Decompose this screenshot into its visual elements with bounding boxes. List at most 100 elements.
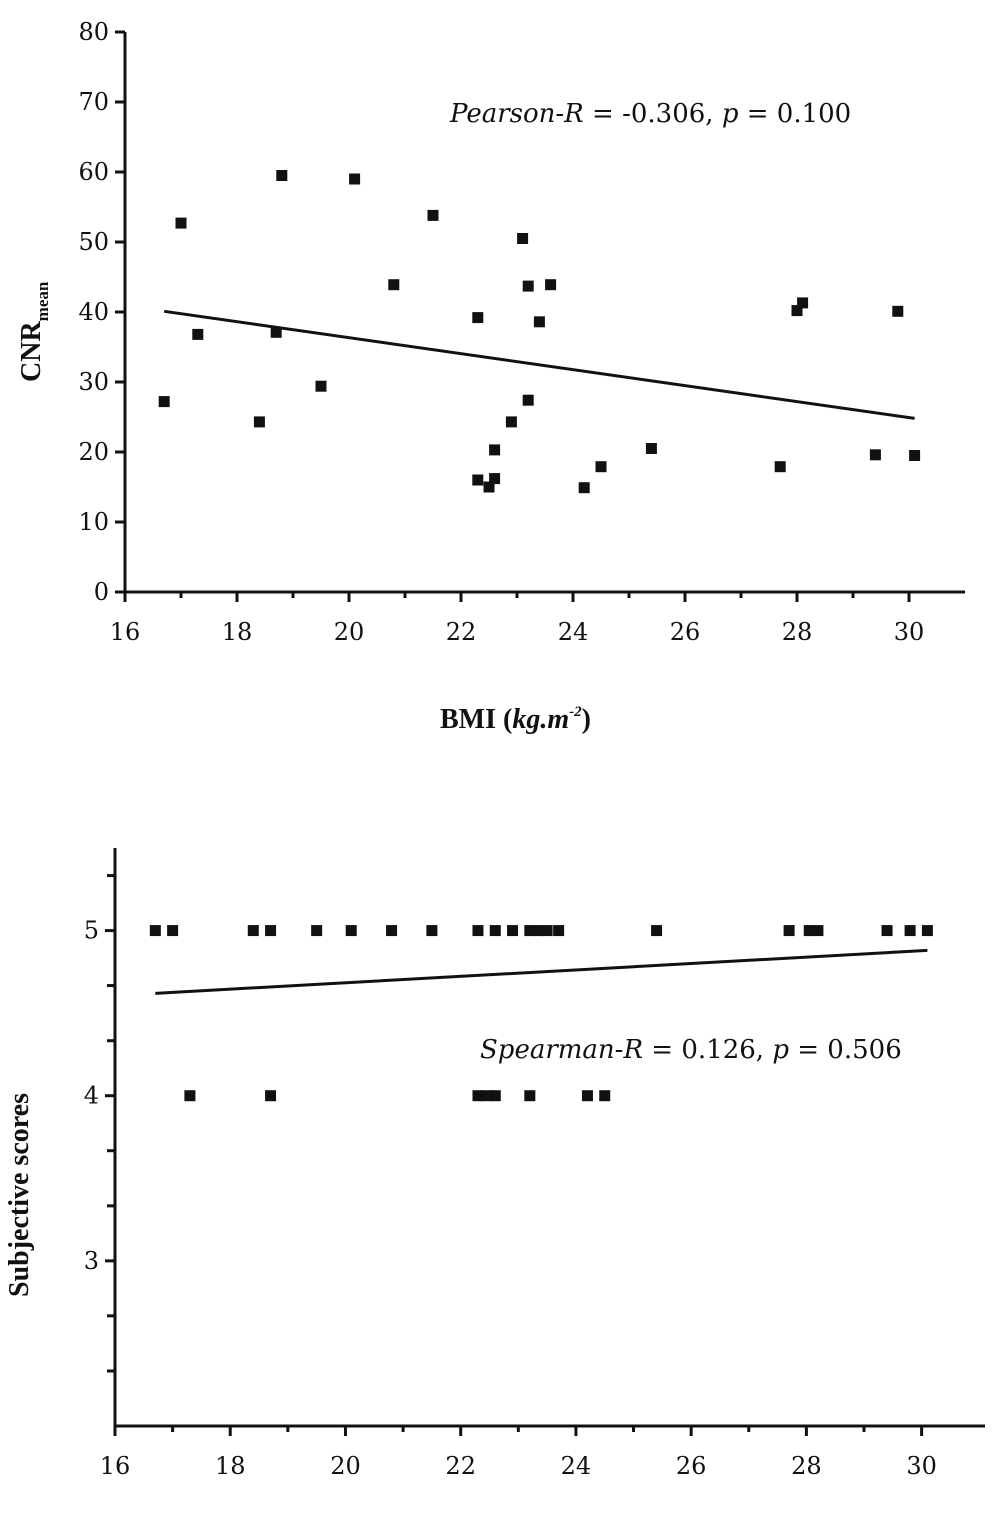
- data-point: [578, 482, 590, 494]
- chart1-points: [158, 170, 921, 494]
- y-tick-label: 20: [78, 438, 109, 466]
- chart2-y-axis-title: Subjective scores: [4, 1093, 35, 1297]
- data-point: [524, 1090, 536, 1102]
- chart1-x-title-prefix: BMI (: [440, 704, 512, 735]
- chart2-fit-line: [155, 948, 928, 995]
- chart2-annotation-statistic: Spearman-R: [480, 1035, 643, 1065]
- data-point: [774, 461, 786, 473]
- data-point: [783, 925, 795, 937]
- chart1-fit-line: [163, 309, 915, 420]
- data-point: [533, 316, 545, 328]
- chart1-x-axis-title: BMI (kg.m-2): [440, 704, 591, 735]
- chart1-annotation-statistic: Pearson-R: [449, 99, 584, 129]
- data-point: [797, 297, 809, 309]
- data-point: [426, 925, 438, 937]
- x-tick-label: 18: [222, 618, 253, 646]
- data-point: [581, 1090, 593, 1102]
- data-point: [904, 925, 916, 937]
- data-point: [803, 925, 815, 937]
- data-point: [881, 925, 893, 937]
- data-point: [553, 925, 565, 937]
- data-point: [253, 416, 265, 428]
- chart1-y-title-main: CNR: [16, 321, 47, 382]
- data-point: [541, 925, 553, 937]
- data-point: [472, 312, 484, 324]
- chart-subjective-vs-bmi: 16 18 20 22 24 26 28 30 3 4 5 Spearman-R = 0.126,…: [4, 848, 985, 1480]
- data-point: [595, 461, 607, 473]
- chart1-x-title-unit: kg.m: [512, 704, 569, 735]
- x-tick-label: 20: [330, 1452, 361, 1480]
- x-tick-label: 16: [110, 618, 141, 646]
- data-point: [505, 416, 517, 428]
- data-point: [869, 449, 881, 461]
- data-point: [483, 481, 495, 493]
- y-tick-label: 70: [78, 88, 109, 116]
- chart1-x-title-suffix: ): [582, 704, 591, 735]
- data-point: [645, 443, 657, 454]
- y-tick-label: 4: [84, 1082, 99, 1110]
- y-tick-label: 0: [94, 578, 109, 606]
- data-point: [184, 1090, 196, 1102]
- data-point: [265, 1090, 277, 1102]
- x-tick-label: 28: [782, 618, 813, 646]
- data-point: [522, 394, 534, 406]
- y-tick-label: 30: [78, 368, 109, 396]
- data-point: [386, 925, 398, 937]
- chart1-y-title-subscript: mean: [33, 281, 52, 321]
- data-point: [545, 279, 557, 291]
- data-point: [524, 925, 536, 937]
- x-tick-label: 28: [791, 1452, 822, 1480]
- data-point: [315, 380, 327, 392]
- y-tick-label: 3: [84, 1247, 99, 1275]
- data-point: [265, 925, 277, 937]
- data-point: [345, 925, 357, 937]
- data-point: [517, 233, 529, 244]
- x-tick-label: 16: [100, 1452, 131, 1480]
- chart1-y-ticks: 0 10 20 30 40 50 60 70 80: [78, 18, 125, 606]
- chart1-annotation-r-value: = -0.306,: [584, 99, 722, 129]
- data-point: [388, 279, 400, 291]
- x-tick-label: 24: [561, 1452, 592, 1480]
- data-point: [522, 280, 534, 292]
- chart-cnr-vs-bmi: 16 18 20 22 24 26 28 30 0 10 20 30 40 50 60 70 80 Pears…: [16, 18, 965, 735]
- chart2-y-ticks: 3 4 5: [84, 874, 115, 1373]
- x-tick-label: 26: [670, 618, 701, 646]
- data-point: [812, 925, 824, 937]
- y-tick-label: 10: [78, 508, 109, 536]
- x-tick-label: 18: [215, 1452, 246, 1480]
- data-point: [909, 450, 921, 461]
- data-point: [651, 925, 663, 937]
- data-point: [489, 1090, 501, 1102]
- y-tick-label: 5: [84, 917, 99, 945]
- data-point: [507, 925, 519, 937]
- data-point: [158, 396, 170, 408]
- data-point: [427, 209, 439, 221]
- data-point: [489, 473, 501, 485]
- data-point: [192, 328, 204, 340]
- y-tick-label: 80: [78, 18, 109, 46]
- x-tick-label: 20: [334, 618, 365, 646]
- chart2-axes: [113, 848, 985, 1428]
- data-point: [481, 1090, 493, 1102]
- data-point: [532, 925, 544, 937]
- x-tick-label: 22: [445, 1452, 476, 1480]
- chart1-annotation: Pearson-R = -0.306, p = 0.100: [449, 99, 851, 129]
- data-point: [489, 444, 501, 456]
- y-tick-label: 50: [78, 228, 109, 256]
- x-tick-label: 30: [906, 1452, 937, 1480]
- data-point: [276, 170, 288, 181]
- data-point: [921, 925, 933, 937]
- chart2-x-ticks: 16 18 20 22 24 26 28 30: [100, 1426, 937, 1480]
- chart1-annotation-p: p: [722, 99, 739, 129]
- chart2-annotation-p-value: = 0.506: [789, 1035, 902, 1065]
- data-point: [791, 305, 803, 317]
- data-point: [167, 925, 179, 937]
- chart1-x-ticks: 16 18 20 22 24 26 28 30: [110, 592, 924, 646]
- data-point: [175, 217, 187, 229]
- data-point: [489, 925, 501, 937]
- chart2-annotation-p: p: [772, 1035, 789, 1065]
- data-point: [311, 925, 323, 937]
- y-tick-label: 40: [78, 298, 109, 326]
- data-point: [599, 1090, 611, 1102]
- chart2-points: [149, 925, 933, 1102]
